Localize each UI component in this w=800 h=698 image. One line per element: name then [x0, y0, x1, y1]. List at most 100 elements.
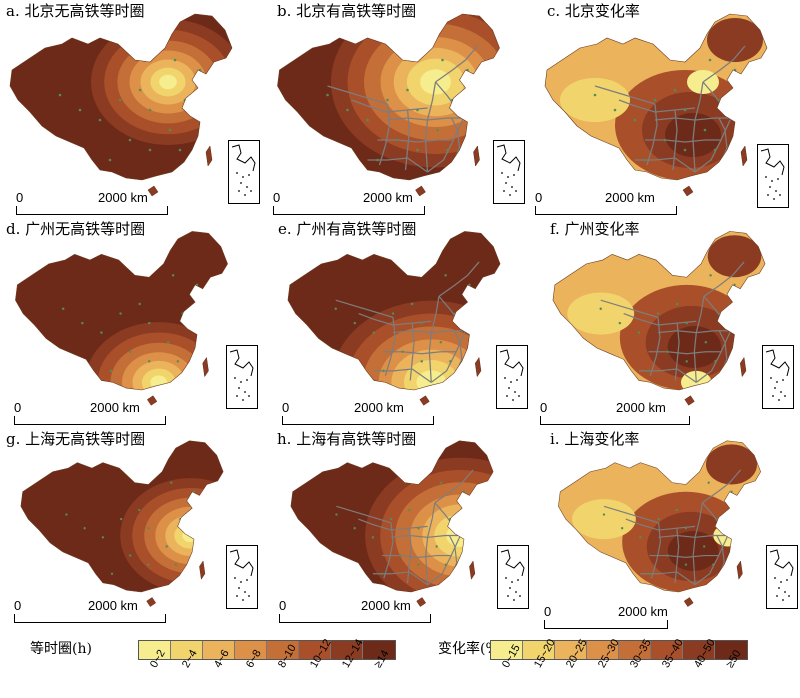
legend-swatch	[491, 641, 523, 659]
city-point	[675, 302, 679, 306]
city-point	[656, 312, 660, 315]
hsr-line	[434, 469, 474, 504]
hsr-line	[377, 139, 454, 143]
inset-island	[782, 599, 784, 601]
legend-swatch	[299, 641, 331, 659]
legend-label: 8~10	[266, 643, 299, 692]
legend-swatch	[171, 641, 203, 659]
map-panel-i: i. 上海变化率 0 2000 km	[540, 428, 800, 633]
inset-island	[509, 194, 511, 196]
inset-island	[240, 182, 242, 184]
rate-legend: 变化率(%) 0~15 15~20 20~25 25~30 30~35 35~40 40~5…	[438, 637, 800, 698]
inset-map	[765, 349, 790, 401]
legend-label: 40~50	[682, 637, 718, 692]
iso-band	[422, 504, 494, 567]
hainan	[419, 395, 430, 406]
city-point	[666, 350, 669, 354]
hsr-line	[387, 117, 464, 121]
china-border	[20, 440, 224, 593]
rate-band	[705, 444, 758, 485]
city-point	[170, 481, 173, 484]
panel-title: h. 上海有高铁等时圈	[277, 430, 417, 448]
inset-island	[238, 587, 240, 589]
city-point	[684, 563, 688, 566]
china-isochrone-map	[287, 231, 501, 406]
inset-map	[500, 549, 525, 601]
south-china-sea-inset	[496, 345, 528, 409]
city-point	[709, 274, 712, 277]
city-points	[593, 58, 737, 162]
inset-map	[229, 349, 254, 401]
inset-island	[238, 190, 240, 192]
rate-band	[560, 78, 630, 122]
map-panel-e: e. 广州有高铁等时圈 0 2000 km	[270, 218, 540, 433]
city-point	[119, 517, 123, 521]
scale-zero: 0	[14, 598, 22, 613]
city-point	[176, 360, 180, 363]
city-point	[444, 563, 447, 566]
hsr-line	[336, 505, 392, 524]
city-point	[61, 307, 65, 311]
iso-band	[182, 528, 199, 543]
city-point	[704, 340, 708, 344]
hsr-line	[382, 554, 452, 558]
legend-color-bar	[138, 640, 396, 660]
inset-island	[511, 186, 513, 188]
inset-island	[248, 395, 250, 397]
scale-distance: 2000 km	[363, 190, 413, 205]
inset-map	[229, 549, 254, 601]
panel-title: i. 上海变化率	[550, 430, 640, 448]
inset-island	[242, 176, 244, 178]
inset-island	[511, 581, 513, 583]
city-point	[100, 331, 103, 334]
city-point	[653, 98, 657, 102]
hainan	[146, 395, 158, 406]
inset-island	[246, 579, 248, 581]
scale-zero: 0	[282, 400, 290, 415]
hainan	[146, 597, 157, 607]
inset-island	[780, 391, 782, 393]
inset-island	[786, 579, 788, 581]
map-panel-g: g. 上海无高铁等时圈 0 2000 km	[0, 428, 265, 633]
legend-color-bar	[490, 640, 748, 660]
china-rate-map	[544, 13, 768, 197]
legend-swatch	[587, 641, 619, 659]
inset-island	[248, 595, 250, 597]
inset-island	[769, 186, 771, 188]
city-point	[416, 108, 419, 112]
legend-label: ≥14	[362, 648, 394, 692]
city-point	[346, 108, 349, 112]
city-point	[119, 312, 122, 315]
south-china-sea-inset	[497, 545, 529, 609]
inset-island	[244, 391, 246, 393]
panel-title: d. 广州无高铁等时圈	[6, 220, 146, 238]
inset-coast	[231, 144, 256, 172]
city-point	[389, 517, 393, 521]
city-point	[386, 98, 389, 102]
scale-line	[540, 416, 690, 425]
legend-label: 12~14	[330, 637, 366, 692]
inset-island	[513, 174, 515, 176]
taiwan	[469, 560, 476, 580]
city-point	[648, 572, 651, 575]
inset-island	[780, 581, 782, 583]
city-point	[657, 517, 660, 521]
hsr-line	[657, 330, 731, 334]
legend-swatch	[651, 641, 683, 659]
inset-coast	[229, 349, 254, 377]
city-point	[599, 307, 602, 311]
inset-coast	[760, 148, 785, 176]
inset-island	[765, 176, 767, 178]
city-point	[173, 58, 177, 62]
city-point	[714, 360, 717, 363]
city-point	[326, 93, 329, 97]
china-isochrone-map	[9, 13, 233, 197]
china-border	[544, 13, 768, 181]
city-point	[441, 58, 444, 62]
city-point	[673, 88, 677, 92]
legend-label: 35~40	[650, 637, 686, 692]
scale-distance: 2000 km	[354, 400, 404, 415]
scale-line	[282, 416, 434, 425]
inset-island	[767, 194, 769, 196]
scale-zero: 0	[273, 190, 281, 205]
